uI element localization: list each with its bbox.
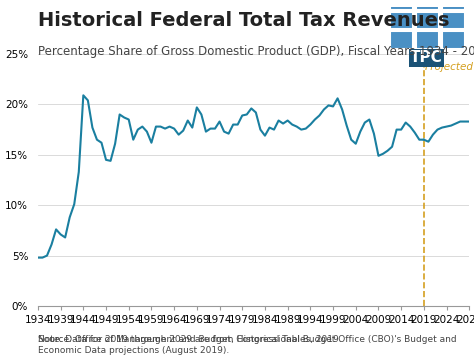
FancyBboxPatch shape	[442, 31, 465, 49]
FancyBboxPatch shape	[390, 31, 413, 49]
Text: TPC: TPC	[410, 50, 443, 66]
FancyBboxPatch shape	[416, 12, 439, 29]
Text: Note: Data for 2019 through 2029 are from Congressional Budget Office (CBO)'s Bu: Note: Data for 2019 through 2029 are fro…	[38, 335, 456, 355]
FancyBboxPatch shape	[442, 0, 465, 9]
Text: Percentage Share of Gross Domestic Product (GDP), Fiscal Years 1934 - 2029: Percentage Share of Gross Domestic Produ…	[38, 45, 474, 58]
FancyBboxPatch shape	[416, 0, 439, 9]
Text: Projected: Projected	[425, 62, 474, 72]
FancyBboxPatch shape	[416, 31, 439, 49]
FancyBboxPatch shape	[390, 0, 413, 9]
Text: Source: Office of Management and Budget, Historical Tables, 2019.: Source: Office of Management and Budget,…	[38, 335, 342, 344]
FancyBboxPatch shape	[390, 12, 413, 29]
FancyBboxPatch shape	[442, 12, 465, 29]
Text: Historical Federal Total Tax Revenues: Historical Federal Total Tax Revenues	[38, 11, 449, 30]
